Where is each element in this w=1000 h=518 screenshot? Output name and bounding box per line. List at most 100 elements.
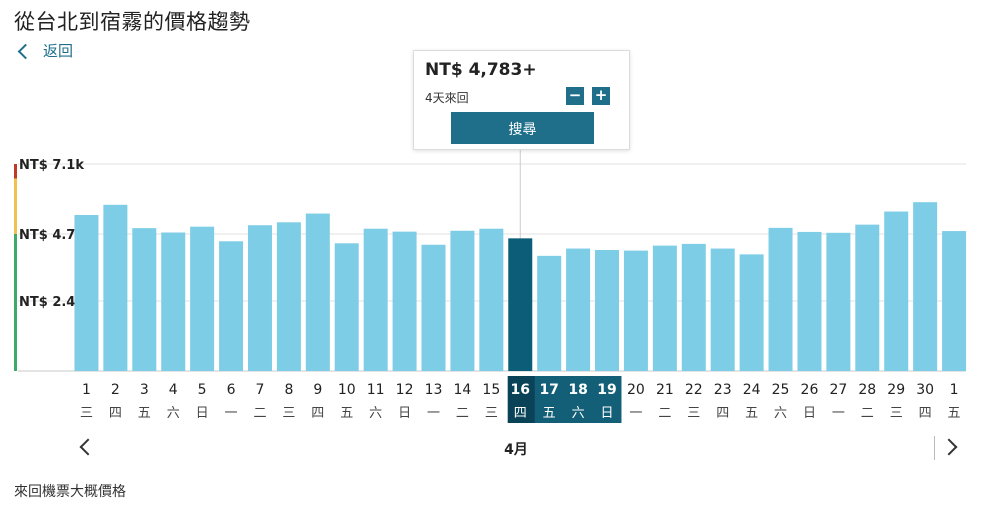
weekday-label: 一 [832, 406, 845, 421]
nav-divider [934, 436, 935, 460]
weekday-label: 五 [543, 406, 556, 421]
day-label[interactable]: 9 [313, 382, 322, 398]
price-bar[interactable] [103, 204, 128, 371]
weekday-label: 二 [861, 406, 874, 421]
day-label[interactable]: 16 [511, 382, 530, 398]
search-button[interactable]: 搜尋 [451, 112, 594, 144]
day-label[interactable]: 20 [627, 382, 645, 398]
price-bar[interactable] [681, 243, 706, 371]
day-label[interactable]: 6 [227, 382, 236, 398]
weekday-label: 四 [311, 406, 324, 421]
price-bar[interactable] [190, 226, 215, 371]
day-label[interactable]: 2 [111, 382, 120, 398]
day-label[interactable]: 1 [82, 382, 91, 398]
y-tick-label: NT$ 2.4k [19, 295, 84, 310]
weekday-label: 一 [427, 406, 440, 421]
price-bar[interactable] [913, 202, 938, 371]
increase-days-button[interactable]: + [592, 87, 610, 105]
price-bar[interactable] [884, 211, 909, 371]
page-title: 從台北到宿霧的價格趨勢 [14, 10, 251, 34]
day-label[interactable]: 4 [169, 382, 178, 398]
weekday-label: 日 [601, 406, 614, 421]
price-bar[interactable] [132, 228, 157, 371]
price-bar[interactable] [768, 227, 793, 371]
decrease-days-button[interactable]: − [566, 87, 584, 105]
back-link[interactable]: 返回 [17, 40, 74, 61]
price-bar[interactable] [161, 232, 186, 371]
day-label[interactable]: 18 [568, 382, 587, 398]
day-label[interactable]: 30 [916, 382, 934, 398]
price-bar[interactable] [219, 241, 244, 371]
weekday-label: 四 [716, 406, 729, 421]
price-bar[interactable] [363, 228, 388, 371]
price-bar[interactable] [623, 250, 648, 371]
price-bar[interactable] [392, 231, 417, 371]
day-label[interactable]: 10 [338, 382, 356, 398]
price-bar[interactable] [739, 254, 764, 371]
price-bar[interactable] [450, 230, 475, 371]
price-bar[interactable] [652, 245, 677, 371]
weekday-label: 三 [890, 406, 903, 421]
day-label[interactable]: 19 [597, 382, 616, 398]
weekday-label: 四 [514, 406, 527, 421]
y-tick-label: NT$ 4.7k [19, 228, 84, 243]
weekday-label: 一 [629, 406, 642, 421]
day-label[interactable]: 21 [656, 382, 674, 398]
day-label[interactable]: 15 [482, 382, 500, 398]
price-bar[interactable] [276, 222, 301, 371]
day-label[interactable]: 29 [887, 382, 905, 398]
weekday-label: 四 [919, 406, 932, 421]
day-label[interactable]: 1 [950, 382, 959, 398]
price-scale-segment [14, 178, 17, 234]
chevron-right-icon[interactable] [940, 438, 958, 456]
weekday-label: 一 [225, 406, 238, 421]
day-label[interactable]: 17 [539, 382, 558, 398]
price-popup: NT$ 4,783+ 4天來回 − + 搜尋 [413, 50, 630, 150]
day-label[interactable]: 23 [714, 382, 732, 398]
day-label[interactable]: 3 [140, 382, 149, 398]
weekday-label: 日 [196, 406, 209, 421]
price-bar[interactable] [710, 248, 735, 371]
price-bar[interactable] [508, 238, 533, 371]
weekday-label: 三 [485, 406, 498, 421]
weekday-label: 四 [109, 406, 122, 421]
price-bar[interactable] [797, 231, 822, 371]
price-bar[interactable] [334, 243, 359, 371]
weekday-label: 六 [167, 406, 180, 421]
back-label: 返回 [43, 42, 74, 60]
day-label[interactable]: 27 [829, 382, 847, 398]
day-label[interactable]: 12 [396, 382, 414, 398]
weekday-label: 二 [658, 406, 671, 421]
weekday-label: 五 [948, 406, 961, 421]
weekday-label: 二 [253, 406, 266, 421]
day-label[interactable]: 25 [772, 382, 790, 398]
day-label[interactable]: 24 [743, 382, 761, 398]
price-bar[interactable] [479, 228, 504, 371]
day-label[interactable]: 11 [367, 382, 385, 398]
price-bar[interactable] [74, 215, 99, 371]
day-label[interactable]: 26 [801, 382, 819, 398]
price-bar[interactable] [855, 224, 880, 371]
weekday-label: 六 [774, 406, 787, 421]
price-bar[interactable] [421, 244, 446, 371]
chevron-left-icon[interactable] [79, 438, 97, 456]
day-label[interactable]: 8 [284, 382, 293, 398]
day-label[interactable]: 5 [198, 382, 207, 398]
price-bar[interactable] [942, 231, 967, 371]
day-label[interactable]: 14 [454, 382, 472, 398]
month-label: 4月 [504, 442, 528, 458]
price-bar[interactable] [305, 213, 330, 371]
day-label[interactable]: 7 [256, 382, 265, 398]
day-label[interactable]: 28 [858, 382, 876, 398]
weekday-label: 六 [572, 406, 585, 421]
day-label[interactable]: 22 [685, 382, 703, 398]
price-bar[interactable] [537, 255, 562, 371]
price-bar[interactable] [595, 250, 620, 371]
price-bar[interactable] [566, 248, 591, 371]
price-bar[interactable] [826, 232, 851, 371]
weekday-label: 日 [398, 406, 411, 421]
price-trend-chart: NT$ 7.1k NT$ 4.7k NT$ 2.4k 1 三 2 四 3 五 4 六 5 日 6 一 7 二 8 三… [14, 150, 967, 423]
price-scale-segment [14, 233, 17, 371]
day-label[interactable]: 13 [425, 382, 443, 398]
price-bar[interactable] [247, 225, 272, 371]
